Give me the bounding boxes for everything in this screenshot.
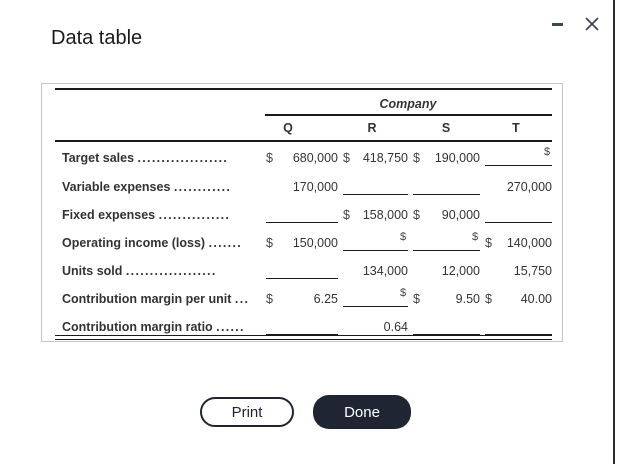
dollar-sign: $ (485, 236, 492, 250)
dollar-sign: $ (343, 151, 350, 165)
column-header-s: S (441, 121, 451, 135)
cell-value: 150,000 (292, 236, 338, 250)
print-button[interactable]: Print (200, 397, 294, 427)
answer-input-blank[interactable] (485, 165, 552, 167)
dialog-title: Data table (51, 27, 143, 49)
cell-value: 0.64 (383, 320, 408, 334)
answer-input-blank[interactable] (266, 334, 338, 336)
row-label-text: Contribution margin ratio (62, 320, 213, 334)
cell-value: 15,750 (513, 264, 552, 278)
row-label: Target sales ................... (62, 151, 228, 165)
cell-value: 12,000 (441, 264, 480, 278)
answer-input-blank[interactable] (266, 278, 338, 280)
company-group-header: Company (379, 97, 437, 111)
row-label: Operating income (loss) ....... (62, 236, 242, 250)
window-edge (613, 0, 615, 464)
dollar-sign: $ (266, 236, 273, 250)
dollar-sign: $ (266, 151, 273, 165)
answer-input-blank[interactable] (266, 222, 338, 224)
answer-input-blank[interactable] (343, 306, 408, 308)
row-label: Contribution margin per unit ... (62, 292, 249, 306)
table-bottom-rule-1 (55, 335, 552, 337)
column-header-rule (55, 140, 552, 142)
table-bottom-rule-2 (55, 339, 552, 341)
column-header-r: R (367, 121, 377, 135)
leader-dots: ...... (216, 320, 245, 334)
minimize-button[interactable] (546, 12, 568, 36)
answer-input-blank[interactable] (485, 222, 552, 224)
row-label-text: Fixed expenses (62, 208, 156, 222)
minimize-icon (551, 22, 563, 26)
cell-value: 6.25 (313, 292, 338, 306)
row-label-text: Units sold (62, 264, 123, 278)
company-header-rule (265, 114, 552, 116)
leader-dots: ................... (137, 151, 229, 165)
dollar-sign: $ (544, 146, 551, 158)
cell-value: 190,000 (434, 151, 480, 165)
answer-input-blank[interactable] (343, 194, 408, 196)
row-label: Contribution margin ratio ...... (62, 320, 245, 334)
table-top-rule (55, 88, 552, 90)
answer-input-blank[interactable] (413, 250, 480, 252)
row-label: Fixed expenses ............... (62, 208, 230, 222)
cell-value: 140,000 (506, 236, 552, 250)
leader-dots: ............... (158, 208, 231, 222)
row-label-text: Variable expenses (62, 180, 171, 194)
leader-dots: ................... (125, 264, 217, 278)
dollar-sign: $ (413, 208, 420, 222)
dollar-sign: $ (485, 292, 492, 306)
cell-value: 680,000 (292, 151, 338, 165)
done-button[interactable]: Done (313, 395, 411, 429)
dollar-sign: $ (343, 208, 350, 222)
dollar-sign: $ (400, 287, 407, 299)
leader-dots: ............ (173, 180, 232, 194)
cell-value: 40.00 (520, 292, 552, 306)
cell-value: 90,000 (441, 208, 480, 222)
column-header-t: T (512, 121, 520, 135)
dollar-sign: $ (400, 231, 407, 243)
close-icon (585, 17, 599, 31)
cell-value: 134,000 (362, 264, 408, 278)
row-label: Units sold ................... (62, 264, 217, 278)
row-label-text: Contribution margin per unit (62, 292, 232, 306)
answer-input-blank[interactable] (413, 194, 480, 196)
cell-value: 270,000 (506, 180, 552, 194)
row-label-text: Target sales (62, 151, 135, 165)
cell-value: 9.50 (455, 292, 480, 306)
answer-input-blank[interactable] (485, 334, 552, 336)
answer-input-blank[interactable] (343, 250, 408, 252)
column-header-q: Q (283, 121, 293, 135)
leader-dots: ... (234, 292, 250, 306)
dollar-sign: $ (413, 292, 420, 306)
row-label: Variable expenses ............ (62, 180, 231, 194)
dollar-sign: $ (472, 231, 479, 243)
dollar-sign: $ (266, 292, 273, 306)
row-label-text: Operating income (loss) (62, 236, 206, 250)
close-button[interactable] (581, 12, 603, 36)
cell-value: 158,000 (362, 208, 408, 222)
dollar-sign: $ (413, 151, 420, 165)
cell-value: 170,000 (292, 180, 338, 194)
cell-value: 418,750 (362, 151, 408, 165)
answer-input-blank[interactable] (413, 334, 480, 336)
leader-dots: ....... (208, 236, 242, 250)
data-table-box (41, 83, 563, 342)
